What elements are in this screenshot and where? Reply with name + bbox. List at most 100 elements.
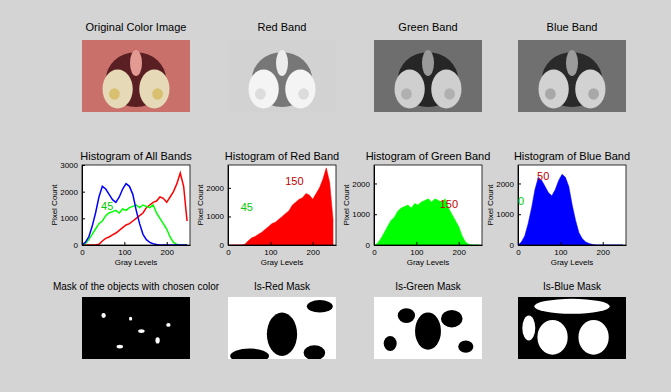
chart-title: Histogram of All Bands	[80, 150, 192, 162]
tick-mark	[228, 245, 231, 246]
tick: 0	[510, 241, 521, 250]
x-axis-title: Gray Levels	[261, 258, 304, 267]
plot-frame	[228, 165, 336, 245]
tick-mark	[313, 242, 314, 245]
mask-region	[522, 316, 535, 341]
tick-label: 2000	[352, 180, 370, 189]
mask-region	[129, 317, 132, 321]
mask-panel: Is-Red Mask	[228, 281, 336, 363]
axis-line	[375, 245, 483, 246]
tick-mark	[374, 245, 377, 246]
axis-line	[229, 245, 337, 246]
mask-region	[578, 320, 608, 355]
tick: 1000	[60, 214, 85, 223]
y-axis: 0 1000 2000 3000	[60, 161, 85, 250]
tick: 3000	[60, 161, 85, 170]
tick: 1000	[352, 210, 377, 219]
chart-title: Histogram of Red Band	[225, 150, 339, 162]
mask-region	[398, 308, 415, 323]
tick-label: 3000	[60, 161, 78, 170]
plot-background	[228, 165, 336, 245]
y-axis-title: Pixel Count	[50, 184, 59, 226]
histogram-line	[82, 205, 187, 245]
chart: 0100200010002000Histogram of Red BandGra…	[196, 150, 339, 267]
tick: 100	[410, 242, 424, 257]
image-background	[518, 40, 626, 112]
tick-label: 0	[220, 241, 225, 250]
plot-frame	[82, 165, 190, 245]
axis-line	[374, 166, 375, 246]
image-tonsil	[103, 70, 133, 109]
tick: 1000	[206, 212, 231, 221]
annotation: 45	[241, 201, 253, 213]
tick-label: 100	[264, 248, 278, 257]
tick-label: 1000	[496, 210, 514, 219]
plot-background	[374, 165, 482, 245]
tick-label: 100	[410, 248, 424, 257]
image-uvula	[566, 50, 578, 76]
y-axis-title: Pixel Count	[486, 184, 495, 226]
mask-region	[166, 323, 170, 327]
image-background	[228, 40, 336, 112]
tick-label: 0	[516, 248, 521, 257]
plot-marks	[228, 168, 333, 245]
image-title: Green Band	[398, 21, 457, 33]
image-spot	[401, 88, 412, 100]
mask-region	[138, 329, 144, 333]
tick-mark	[228, 216, 231, 217]
mask-region	[384, 336, 397, 351]
image-spot	[545, 88, 556, 100]
mask-region	[101, 313, 105, 318]
x-axis-title: Gray Levels	[407, 258, 450, 267]
image-panel: Blue Band	[518, 21, 626, 112]
figure-background	[0, 0, 671, 392]
image-background	[82, 40, 190, 112]
y-axis-title: Pixel Count	[196, 184, 205, 226]
mask-background	[82, 297, 190, 359]
histogram-line	[82, 173, 187, 245]
x-axis: 0 100 200	[372, 242, 482, 257]
y-axis: 010002000	[206, 166, 231, 251]
axis-line	[83, 245, 191, 246]
tick-label: 2000	[60, 188, 78, 197]
axis-line	[82, 166, 83, 246]
tick: 100	[554, 242, 568, 257]
histogram-line	[82, 184, 187, 245]
mask-region	[537, 320, 567, 355]
annotation: 0	[518, 195, 524, 207]
image-tonsil	[285, 70, 315, 109]
plot-marks	[374, 199, 479, 245]
chart-title: Histogram of Green Band	[366, 150, 491, 162]
axis-line	[519, 245, 627, 246]
plot-background	[518, 165, 626, 245]
mask-region	[307, 300, 333, 312]
image-tonsil	[575, 70, 605, 109]
image-tonsil	[139, 70, 169, 109]
image-spot	[588, 88, 599, 100]
tick: 0	[74, 241, 85, 250]
tick-mark	[82, 218, 85, 219]
plot-marks	[518, 174, 623, 245]
tick-label: 0	[74, 241, 79, 250]
tick: 2000	[352, 180, 377, 189]
mask-region	[441, 310, 463, 327]
image-tonsil	[431, 70, 461, 109]
image-tonsil	[249, 70, 279, 109]
annotation: 150	[285, 175, 303, 187]
image-tonsil	[395, 70, 425, 109]
tick-mark	[270, 242, 271, 245]
chart: 0 100 2000 1000 2000 Histogram of Green Band G…	[342, 150, 490, 267]
tick-mark	[374, 183, 377, 184]
y-axis-title: Pixel Count	[342, 184, 351, 226]
mask-title: Is-Red Mask	[254, 281, 311, 292]
chart: 01002000100020003000Histogram of All Ban…	[50, 150, 192, 267]
tick-mark	[518, 245, 521, 246]
tick-label: 2000	[496, 180, 514, 189]
tick: 1000	[496, 210, 521, 219]
mask-panel: Is-Green Mask	[374, 281, 482, 359]
tick: 200	[453, 242, 467, 257]
tick-label: 0	[372, 248, 377, 257]
mask-region	[534, 299, 610, 314]
tick-mark	[82, 245, 85, 246]
tick: 100	[264, 242, 278, 257]
